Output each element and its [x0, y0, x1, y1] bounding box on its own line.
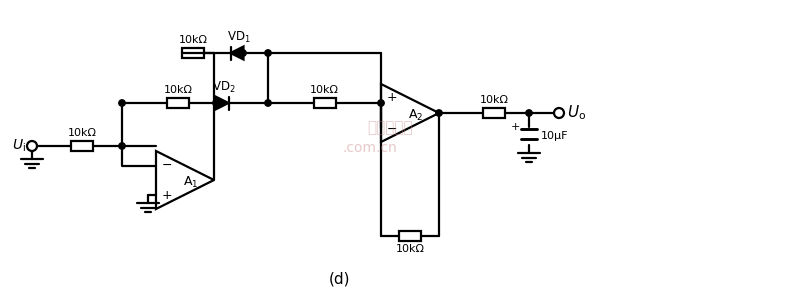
Text: 10kΩ: 10kΩ [479, 95, 509, 105]
Text: $+$: $+$ [386, 91, 398, 104]
Text: 10kΩ: 10kΩ [67, 128, 97, 138]
Text: $U_{\mathrm{i}}$: $U_{\mathrm{i}}$ [12, 138, 26, 154]
Circle shape [240, 50, 246, 56]
Text: 10kΩ: 10kΩ [310, 85, 339, 95]
Circle shape [436, 110, 442, 116]
Bar [167, 98, 189, 108]
Polygon shape [215, 97, 229, 109]
Text: $+$: $+$ [510, 120, 520, 131]
Text: 10kΩ: 10kΩ [163, 85, 193, 95]
Bar [71, 141, 93, 151]
Bar [483, 108, 505, 118]
Text: 电子管世界: 电子管世界 [367, 120, 413, 136]
Text: .com.cn: .com.cn [342, 141, 398, 155]
Text: 10kΩ: 10kΩ [395, 244, 425, 254]
Text: $-$: $-$ [386, 122, 397, 135]
Circle shape [118, 100, 125, 106]
Bar [182, 48, 204, 58]
Text: $U_{\mathrm{o}}$: $U_{\mathrm{o}}$ [567, 104, 586, 122]
Text: A$_2$: A$_2$ [408, 108, 424, 122]
Text: A$_1$: A$_1$ [183, 174, 198, 190]
Circle shape [526, 110, 532, 116]
Text: $-$: $-$ [161, 158, 172, 171]
Bar [314, 98, 335, 108]
Text: $+$: $+$ [161, 189, 172, 202]
Text: VD$_2$: VD$_2$ [212, 80, 236, 95]
Text: VD$_1$: VD$_1$ [227, 30, 251, 45]
Text: 10kΩ: 10kΩ [178, 35, 207, 45]
Circle shape [265, 50, 271, 56]
Circle shape [118, 143, 125, 149]
Text: 10μF: 10μF [541, 131, 569, 141]
Circle shape [265, 100, 271, 106]
Bar [399, 231, 421, 241]
Text: (d): (d) [330, 271, 350, 286]
Circle shape [213, 100, 219, 106]
Polygon shape [230, 46, 243, 60]
Circle shape [378, 100, 384, 106]
